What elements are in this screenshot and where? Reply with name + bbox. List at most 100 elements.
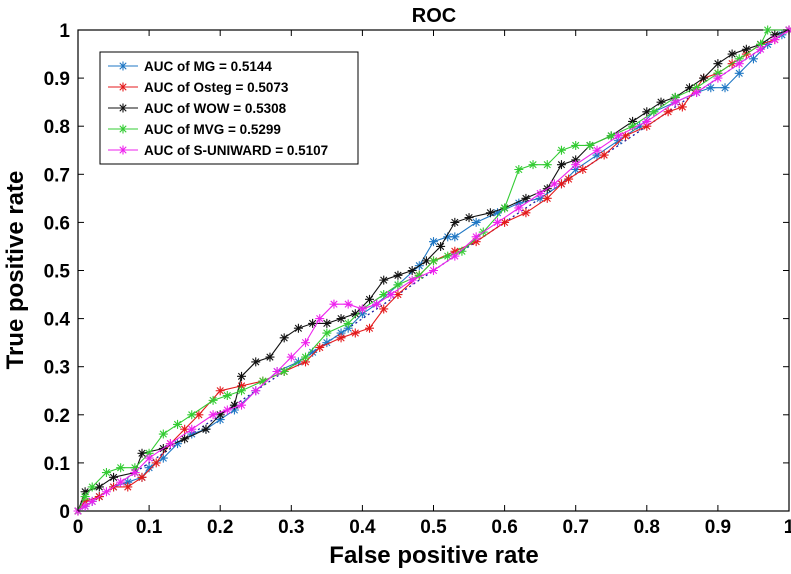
data-point [443, 251, 453, 261]
data-point [578, 164, 588, 174]
data-point [770, 30, 780, 40]
legend-item: AUC of Osteg = 0.5073 [108, 80, 289, 95]
legend-label: AUC of WOW = 0.5308 [144, 101, 287, 116]
data-point [237, 400, 247, 410]
y-tick-label: 0.2 [44, 406, 70, 427]
legend-swatch-marker [118, 145, 128, 155]
data-point [471, 217, 481, 227]
data-point [699, 73, 709, 83]
legend-swatch-marker [118, 124, 128, 134]
data-point [343, 318, 353, 328]
data-point [599, 150, 609, 160]
data-point [571, 160, 581, 170]
data-point [393, 270, 403, 280]
data-point [251, 386, 261, 396]
legend-box [99, 51, 359, 165]
data-point [365, 294, 375, 304]
series-auc-of-s-uniward [73, 25, 791, 516]
x-tick-label: 0.6 [491, 517, 517, 538]
y-axis: 0 0.1 0.2 0.3 0.4 0.5 0.6 0.7 0.8 0.9 1 [44, 21, 789, 523]
data-point [343, 299, 353, 309]
x-tick-label: 0.1 [136, 517, 163, 538]
data-point [692, 88, 702, 98]
data-point [670, 92, 680, 102]
data-point [450, 251, 460, 261]
y-tick-label: 0.7 [44, 165, 70, 186]
data-point [429, 237, 438, 247]
data-point [315, 314, 325, 324]
y-tick-label: 0.8 [44, 117, 70, 138]
data-point [301, 357, 311, 367]
data-point [80, 501, 90, 511]
data-point [208, 410, 218, 420]
data-point [642, 121, 652, 131]
data-point [372, 299, 382, 309]
data-point [80, 492, 90, 502]
data-point [130, 463, 140, 473]
data-point [450, 232, 460, 242]
data-point [386, 290, 396, 300]
data-point [620, 131, 630, 141]
data-point [535, 189, 545, 199]
y-tick-label: 0.1 [44, 454, 71, 475]
y-tick-label: 0.4 [44, 310, 71, 331]
data-point [237, 381, 247, 391]
data-point [329, 299, 339, 309]
legend-label: AUC of MVG = 0.5299 [144, 122, 281, 137]
data-point [187, 429, 197, 439]
data-point [450, 217, 460, 227]
x-tick-label: 0 [73, 517, 84, 538]
data-point [158, 429, 168, 439]
data-point [101, 487, 111, 497]
legend-item: AUC of MG = 0.5144 [108, 59, 272, 74]
data-point [549, 179, 559, 189]
data-point [201, 424, 211, 434]
data-point [180, 424, 190, 434]
data-point [407, 275, 417, 285]
data-point [492, 217, 502, 227]
data-point [251, 357, 261, 367]
data-point [571, 164, 581, 174]
x-tick-label: 0.8 [634, 517, 660, 538]
data-point [187, 410, 197, 420]
data-point [187, 424, 197, 434]
data-point [564, 174, 574, 184]
legend-item: AUC of S-UNIWARD = 0.5107 [108, 143, 328, 158]
data-point [237, 371, 247, 381]
data-point [734, 59, 744, 69]
data-point [706, 83, 716, 93]
data-point [123, 482, 133, 492]
data-point [144, 453, 154, 463]
data-point [279, 367, 289, 377]
data-point [592, 145, 602, 155]
data-point [158, 453, 168, 463]
data-point [734, 54, 744, 64]
data-point [763, 25, 773, 35]
data-point [684, 83, 694, 93]
data-point [649, 107, 659, 117]
legend-item: AUC of MVG = 0.5299 [108, 122, 281, 137]
x-tick-label: 0.7 [562, 517, 588, 538]
data-point [521, 193, 531, 203]
data-point [272, 367, 282, 377]
data-point [315, 342, 325, 352]
chart-title: ROC [412, 5, 456, 27]
data-point [80, 496, 90, 506]
data-point [642, 107, 652, 117]
data-point [301, 352, 311, 362]
data-point [748, 54, 758, 64]
data-point [635, 121, 645, 131]
data-point [379, 304, 389, 314]
x-tick-label: 0.5 [420, 517, 447, 538]
data-point [109, 472, 119, 482]
data-point [542, 160, 552, 170]
data-point [443, 232, 453, 242]
data-point [421, 256, 431, 266]
data-point [514, 164, 524, 174]
data-point [393, 290, 403, 300]
data-point [94, 482, 104, 492]
y-tick-label: 1 [59, 21, 70, 42]
x-tick-label: 0.3 [278, 517, 304, 538]
data-point [393, 280, 403, 290]
